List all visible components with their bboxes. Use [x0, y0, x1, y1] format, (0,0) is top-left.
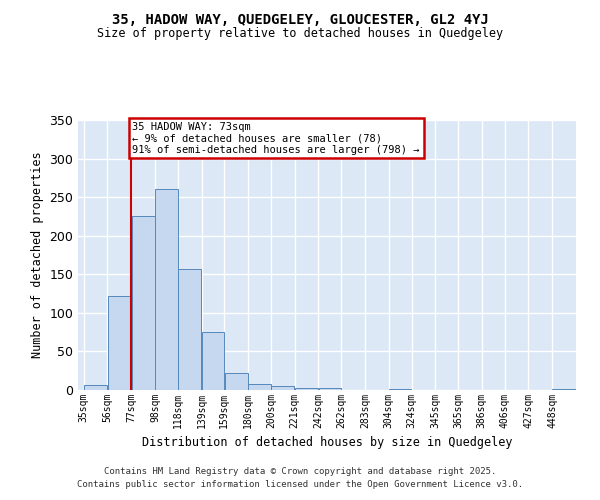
Bar: [202, 332, 224, 390]
X-axis label: Distribution of detached houses by size in Quedgeley: Distribution of detached houses by size …: [142, 436, 512, 450]
Bar: [553, 389, 576, 390]
Bar: [295, 388, 318, 390]
Bar: [224, 373, 248, 390]
Bar: [248, 384, 271, 390]
Bar: [131, 216, 155, 390]
Bar: [271, 386, 295, 390]
Text: 35, HADOW WAY, QUEDGELEY, GLOUCESTER, GL2 4YJ: 35, HADOW WAY, QUEDGELEY, GLOUCESTER, GL…: [112, 12, 488, 26]
Bar: [389, 389, 411, 390]
Bar: [155, 190, 178, 390]
Text: 35 HADOW WAY: 73sqm
← 9% of detached houses are smaller (78)
91% of semi-detache: 35 HADOW WAY: 73sqm ← 9% of detached hou…: [133, 122, 420, 154]
Bar: [84, 386, 107, 390]
Text: Contains HM Land Registry data © Crown copyright and database right 2025.: Contains HM Land Registry data © Crown c…: [104, 467, 496, 476]
Text: Size of property relative to detached houses in Quedgeley: Size of property relative to detached ho…: [97, 28, 503, 40]
Y-axis label: Number of detached properties: Number of detached properties: [31, 152, 44, 358]
Bar: [178, 269, 202, 390]
Bar: [108, 296, 131, 390]
Bar: [319, 388, 341, 390]
Text: Contains public sector information licensed under the Open Government Licence v3: Contains public sector information licen…: [77, 480, 523, 489]
